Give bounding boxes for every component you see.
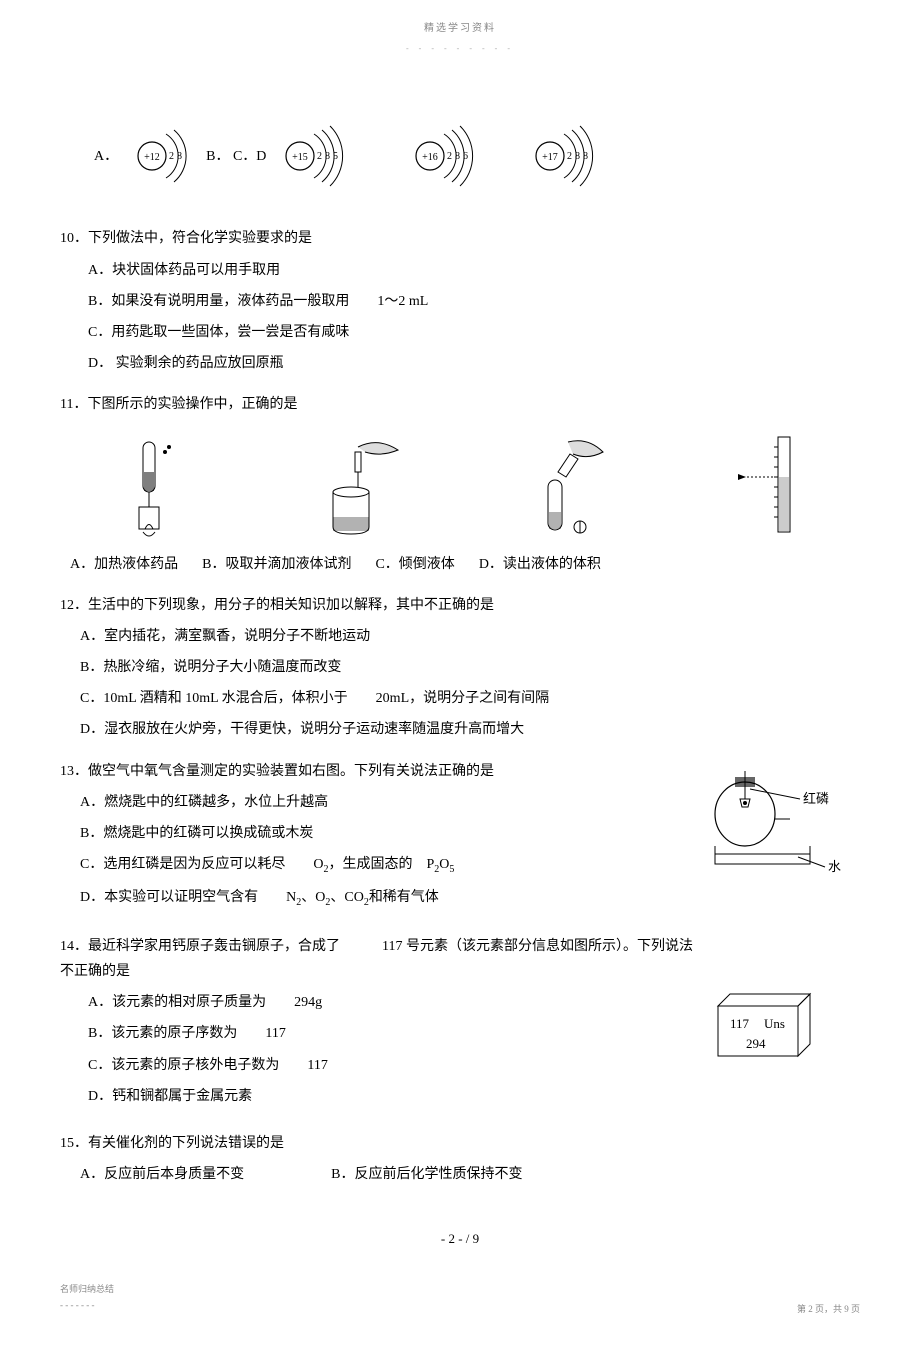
q11-opt-b: B．吸取并滴加液体试剂 (202, 552, 351, 577)
q11-options-row: A．加热液体药品 B．吸取并滴加液体试剂 C．倾倒液体 D．读出液体的体积 (70, 552, 860, 577)
svg-text:2: 2 (567, 151, 572, 162)
q10-opt-c: C．用药匙取一些固体，尝一尝是否有咸味 (88, 320, 860, 345)
svg-text:水: 水 (828, 859, 841, 874)
svg-text:2: 2 (169, 151, 174, 162)
svg-text:8: 8 (583, 151, 588, 162)
q12-opt-a: A．室内插花，满室飘香，说明分子不断地运动 (80, 624, 860, 649)
svg-text:5: 5 (333, 151, 338, 162)
q15-opt-b: B．反应前后化学性质保持不变 (331, 1167, 522, 1182)
question-10: 10．下列做法中，符合化学实验要求的是 A．块状固体药品可以用手取用 B．如果没… (60, 226, 860, 376)
svg-text:294: 294 (746, 1036, 766, 1051)
q11-opt-a: A．加热液体药品 (70, 552, 178, 577)
q14-element-box: 117 Uns 294 (700, 984, 820, 1077)
q10-stem: 10．下列做法中，符合化学实验要求的是 (60, 226, 860, 251)
q15-stem: 15．有关催化剂的下列说法错误的是 (60, 1131, 860, 1156)
q15-opt-a: A．反应前后本身质量不变 (80, 1167, 244, 1182)
atom-c-icon: +16 2 8 6 (410, 116, 480, 196)
svg-text:8: 8 (575, 151, 580, 162)
q11-image-a (88, 432, 218, 542)
question-14: 14．最近科学家用钙原子轰击锎原子，合成了 117 号元素（该元素部分信息如图所… (60, 934, 860, 1115)
q11-opt-d: D．读出液体的体积 (479, 552, 601, 577)
footer-right: 第 2 页，共 9 页 (60, 1301, 860, 1317)
q12-opt-b: B．热胀冷缩，说明分子大小随温度而改变 (80, 655, 860, 680)
svg-text:Uns: Uns (764, 1016, 785, 1031)
svg-text:+12: +12 (144, 152, 160, 163)
label-a: A． (94, 144, 118, 169)
q11-image-c (498, 432, 628, 542)
question-13: 红磷 水 13．做空气中氧气含量测定的实验装置如右图。下列有关说法正确的是 A．… (60, 759, 860, 918)
q14-opt-d: D．钙和锎都属于金属元素 (88, 1084, 860, 1109)
q10-opt-d: D． 实验剩余的药品应放回原瓶 (88, 351, 860, 376)
q13-apparatus-figure: 红磷 水 (690, 759, 860, 898)
question-11: 11．下图所示的实验操作中，正确的是 (60, 392, 860, 576)
svg-text:+15: +15 (293, 152, 309, 163)
atom-d-icon: +17 2 8 8 (530, 116, 600, 196)
label-bcd: B． C．D (206, 144, 266, 169)
svg-text:8: 8 (177, 151, 182, 162)
svg-text:8: 8 (325, 151, 330, 162)
atom-b-icon: +15 2 8 5 (280, 116, 350, 196)
svg-text:2: 2 (317, 151, 322, 162)
svg-text:8: 8 (455, 151, 460, 162)
q11-image-b (293, 432, 423, 542)
svg-text:+17: +17 (543, 152, 559, 163)
atom-a-icon: +12 2 8 (132, 116, 192, 196)
q11-opt-c: C．倾倒液体 (375, 552, 454, 577)
q10-opt-a: A．块状固体药品可以用手取用 (88, 258, 860, 283)
svg-text:6: 6 (463, 151, 468, 162)
q11-stem: 11．下图所示的实验操作中，正确的是 (60, 392, 860, 417)
q14-stem-line1: 14．最近科学家用钙原子轰击锎原子，合成了 117 号元素（该元素部分信息如图所… (60, 934, 860, 959)
page-top-dots: - - - - - - - - - (60, 42, 860, 56)
question-12: 12．生活中的下列现象，用分子的相关知识加以解释，其中不正确的是 A．室内插花，… (60, 593, 860, 743)
svg-text:+16: +16 (423, 152, 439, 163)
atom-diagram-row: A． +12 2 8 B． C．D +15 2 8 5 +16 2 8 6 +1… (90, 116, 860, 196)
q15-options-line: A．反应前后本身质量不变 B．反应前后化学性质保持不变 (80, 1162, 860, 1187)
question-15: 15．有关催化剂的下列说法错误的是 A．反应前后本身质量不变 B．反应前后化学性… (60, 1131, 860, 1187)
svg-text:红磷: 红磷 (803, 791, 829, 806)
q12-opt-d: D．湿衣服放在火炉旁，干得更快，说明分子运动速率随温度升高而增大 (80, 717, 860, 742)
q14-stem-line2: 不正确的是 (60, 959, 860, 984)
q10-opt-b: B．如果没有说明用量，液体药品一般取用 1～2 mL (88, 289, 860, 314)
q11-image-d (703, 432, 833, 542)
q12-opt-c: C．10mL 酒精和 10mL 水混合后，体积小于 20mL，说明分子之间有间隔 (80, 686, 860, 711)
q12-stem: 12．生活中的下列现象，用分子的相关知识加以解释，其中不正确的是 (60, 593, 860, 618)
q11-images-row (60, 432, 860, 542)
svg-text:2: 2 (447, 151, 452, 162)
svg-text:117: 117 (730, 1016, 750, 1031)
page-number: - 2 - / 9 (60, 1227, 860, 1250)
page-top-header: 精选学习资料 (60, 20, 860, 38)
